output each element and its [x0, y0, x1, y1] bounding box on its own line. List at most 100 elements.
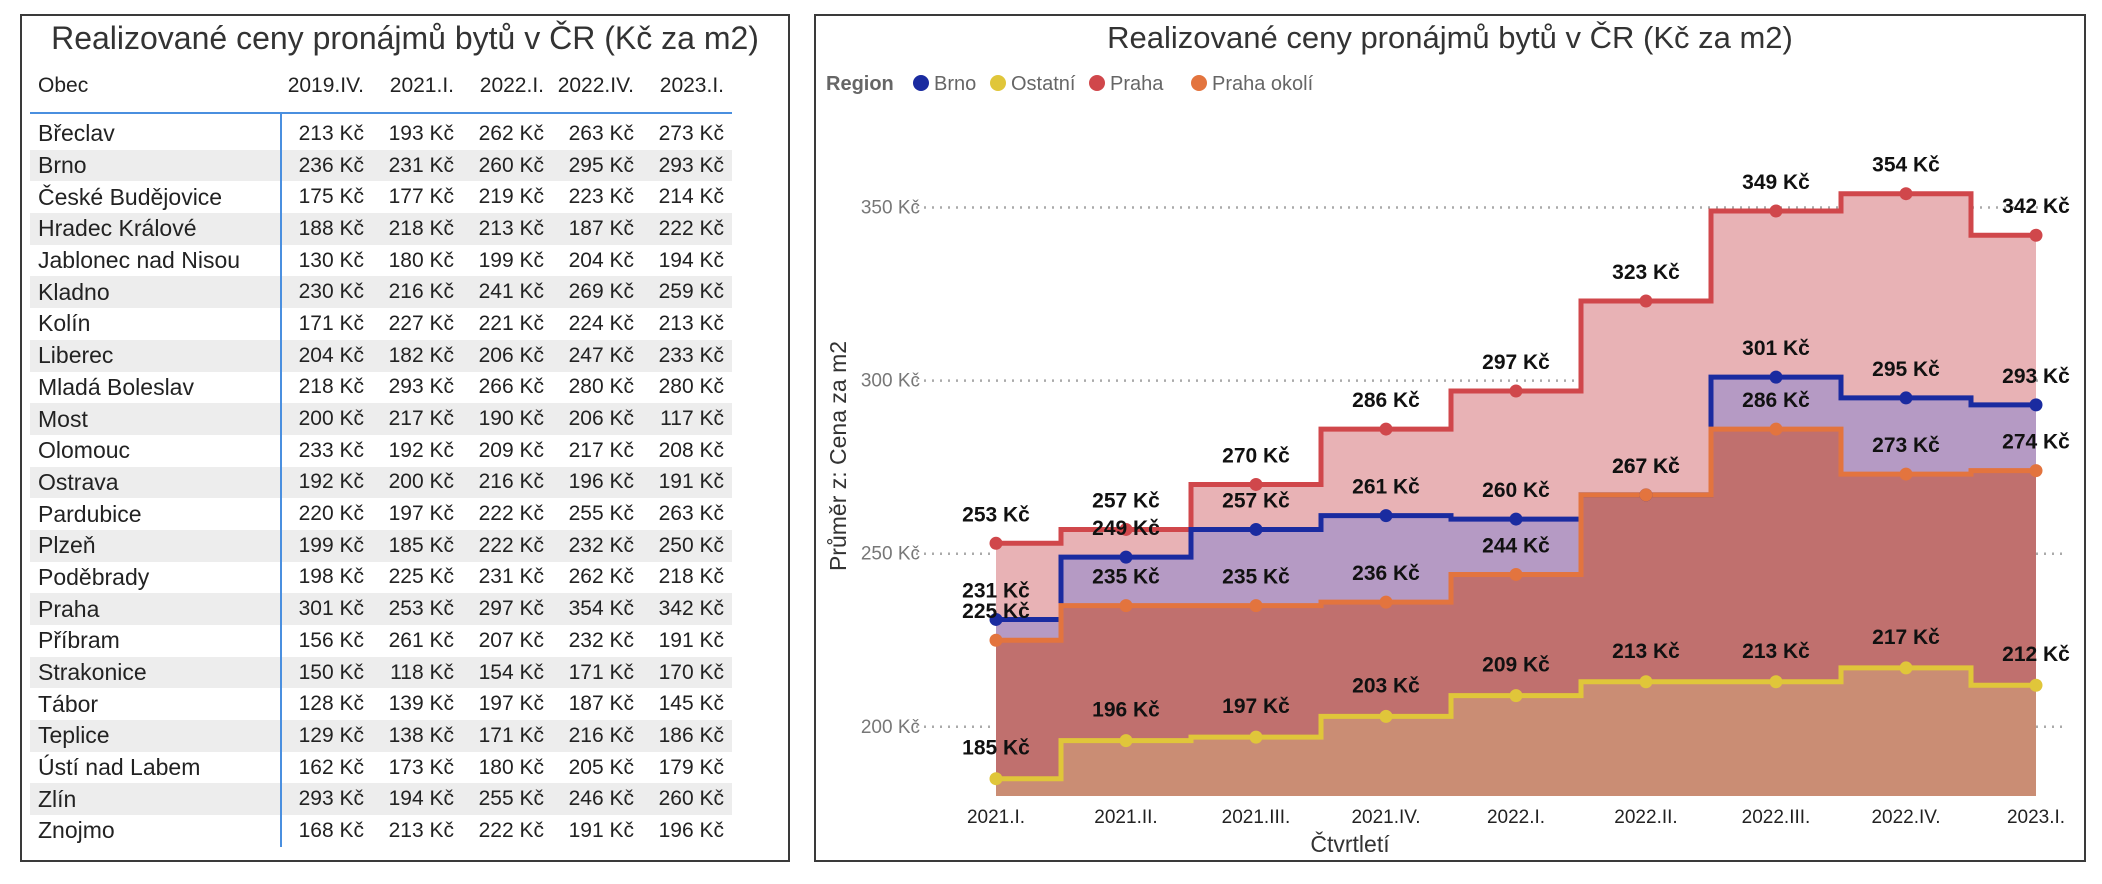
legend-marker-icon [990, 75, 1006, 91]
price-cell: 191 Kč [658, 628, 724, 652]
price-cell: 187 Kč [568, 692, 634, 716]
table-row[interactable]: Jablonec nad Nisou 130 Kč 180 Kč 199 Kč 204 … [30, 244, 732, 277]
price-cell: 156 Kč [298, 628, 364, 652]
column-header[interactable]: 2023.I. [642, 60, 732, 114]
x-tick-label: 2022.I. [1487, 807, 1545, 828]
data-point [1249, 599, 1263, 613]
city-name-cell: Praha [30, 593, 282, 625]
price-cell: 117 Kč [642, 403, 732, 435]
table-row[interactable]: Strakonice 150 Kč 118 Kč 154 Kč 171 Kč 170 Kč [30, 656, 732, 689]
data-label: 270 Kč [1222, 444, 1290, 467]
data-label: 273 Kč [1872, 434, 1940, 457]
data-point [1119, 734, 1133, 748]
data-label: 217 Kč [1872, 626, 1940, 649]
column-header[interactable]: Obec [30, 60, 281, 114]
data-point [1639, 488, 1653, 502]
legend-label: Praha okolí [1212, 73, 1314, 95]
table-row[interactable]: Most 200 Kč 217 Kč 190 Kč 206 Kč 117 Kč [30, 403, 732, 435]
x-tick-label: 2021.III. [1222, 807, 1291, 828]
price-cell: 233 Kč [298, 438, 364, 462]
legend-marker-icon [1191, 75, 1207, 91]
price-cell: 301 Kč [281, 593, 372, 625]
price-cell: 225 Kč [388, 565, 454, 589]
data-point [1119, 522, 1133, 536]
price-cell: 217 Kč [568, 438, 634, 462]
column-header[interactable]: 2022.I. [462, 60, 552, 114]
column-header[interactable]: 2021.I. [372, 60, 462, 114]
data-label: 354 Kč [1872, 154, 1940, 177]
price-cell: 255 Kč [568, 502, 634, 526]
table-row[interactable]: Zlín 293 Kč 194 Kč 255 Kč 246 Kč 260 Kč [30, 783, 732, 816]
table-row[interactable]: Hradec Králové 188 Kč 218 Kč 213 Kč 187 Kč 22… [30, 213, 732, 245]
data-point [1509, 567, 1523, 581]
data-label: 185 Kč [962, 737, 1030, 760]
city-name-cell: Kolín [30, 308, 282, 340]
table-row[interactable]: Kladno 230 Kč 216 Kč 241 Kč 269 Kč 259 Kč [30, 276, 732, 309]
price-cell: 171 Kč [552, 656, 642, 689]
table-row[interactable]: Pardubice 220 Kč 197 Kč 222 Kč 255 Kč 263 Kč [30, 498, 732, 530]
price-cell: 206 Kč [552, 403, 642, 435]
city-name-cell: Břeclav [30, 113, 282, 150]
series-line [996, 426, 2036, 643]
city-name-cell: Kladno [30, 276, 282, 309]
table-title: Realizované ceny pronájmů bytů v ČR (Kč … [51, 20, 759, 56]
city-name-cell: Strakonice [30, 656, 282, 689]
column-header[interactable]: 2022.IV. [552, 60, 642, 114]
table-row[interactable]: Tábor 128 Kč 139 Kč 197 Kč 187 Kč 145 Kč [30, 688, 732, 721]
table-row[interactable]: Ústí nad Labem 162 Kč 173 Kč 180 Kč 205 Kč 17… [30, 751, 732, 784]
rent-chart-panel: Realizované ceny pronájmů bytů v ČR (Kč … [814, 14, 2086, 862]
table-row[interactable]: České Budějovice 175 Kč 177 Kč 219 Kč 223 Kč… [30, 181, 732, 214]
data-point [989, 536, 1003, 550]
data-label: 260 Kč [1482, 479, 1550, 502]
table-row[interactable]: Olomouc 233 Kč 192 Kč 209 Kč 217 Kč 208 Kč [30, 434, 732, 467]
table-row[interactable]: Praha 301 Kč 253 Kč 297 Kč 354 Kč 342 Kč [30, 593, 732, 625]
price-cell: 171 Kč [298, 311, 364, 335]
price-cell: 196 Kč [552, 466, 642, 499]
price-cell: 154 Kč [462, 656, 552, 689]
price-cell: 177 Kč [388, 185, 454, 209]
data-label: 212 Kč [2002, 643, 2070, 666]
price-cell: 129 Kč [281, 720, 372, 752]
table-row[interactable]: Ostrava 192 Kč 200 Kč 216 Kč 196 Kč 191 Kč [30, 466, 732, 499]
city-name-cell: České Budějovice [30, 181, 282, 214]
table-row[interactable]: Poděbrady 198 Kč 225 Kč 231 Kč 262 Kč 218 Kč [30, 561, 732, 594]
price-cell: 218 Kč [372, 213, 462, 245]
table-row[interactable]: Příbram 156 Kč 261 Kč 207 Kč 232 Kč 191 Kč [30, 625, 732, 657]
data-point [1249, 730, 1263, 744]
table-row[interactable]: Znojmo 168 Kč 213 Kč 222 Kč 191 Kč 196 Kč [30, 815, 732, 847]
x-axis-ticks: 2021.I. 2021.II. 2021.III. 2021.IV. 2022.I. 2… [967, 807, 2065, 828]
price-cell: 260 Kč [462, 149, 552, 182]
price-cell: 180 Kč [388, 248, 454, 272]
table-row[interactable]: Liberec 204 Kč 182 Kč 206 Kč 247 Kč 233 Kč [30, 339, 732, 372]
price-cell: 247 Kč [552, 339, 642, 372]
data-point [1509, 689, 1523, 703]
table-row[interactable]: Plzeň 199 Kč 185 Kč 222 Kč 232 Kč 250 Kč [30, 529, 732, 562]
y-axis-ticks: 200 Kč 250 Kč 300 Kč 350 Kč [861, 198, 920, 738]
column-header[interactable]: 2019.IV. [281, 60, 372, 114]
table-row[interactable]: Mladá Boleslav 218 Kč 293 Kč 266 Kč 280 Kč 28… [30, 371, 732, 404]
data-point [1769, 204, 1783, 218]
price-cell: 173 Kč [388, 755, 454, 779]
price-cell: 197 Kč [478, 692, 544, 716]
table-row[interactable]: Kolín 171 Kč 227 Kč 221 Kč 224 Kč 213 Kč [30, 308, 732, 340]
table-row[interactable]: Břeclav 213 Kč 193 Kč 262 Kč 263 Kč 273 Kč [30, 113, 732, 150]
legend-marker-icon [913, 75, 929, 91]
price-cell: 214 Kč [658, 185, 724, 209]
table-row[interactable]: Brno 236 Kč 231 Kč 260 Kč 295 Kč 293 Kč [30, 149, 732, 182]
x-tick-label: 2023.I. [2007, 807, 2065, 828]
price-cell: 221 Kč [478, 311, 544, 335]
data-point [1899, 187, 1913, 201]
y-tick-label: 350 Kč [861, 198, 920, 219]
price-cell: 204 Kč [568, 248, 634, 272]
city-name-cell: Teplice [30, 720, 282, 752]
price-cell: 293 Kč [281, 783, 372, 816]
city-name-cell: Mladá Boleslav [30, 371, 282, 404]
data-point [1639, 294, 1653, 308]
table-row[interactable]: Teplice 129 Kč 138 Kč 171 Kč 216 Kč 186 Kč [30, 720, 732, 752]
data-point [1899, 467, 1913, 481]
data-point [1379, 509, 1393, 523]
city-name-cell: Jablonec nad Nisou [30, 244, 282, 277]
city-name-cell: Hradec Králové [30, 213, 282, 245]
price-cell: 354 Kč [552, 593, 642, 625]
city-name-cell: Ostrava [30, 466, 282, 499]
